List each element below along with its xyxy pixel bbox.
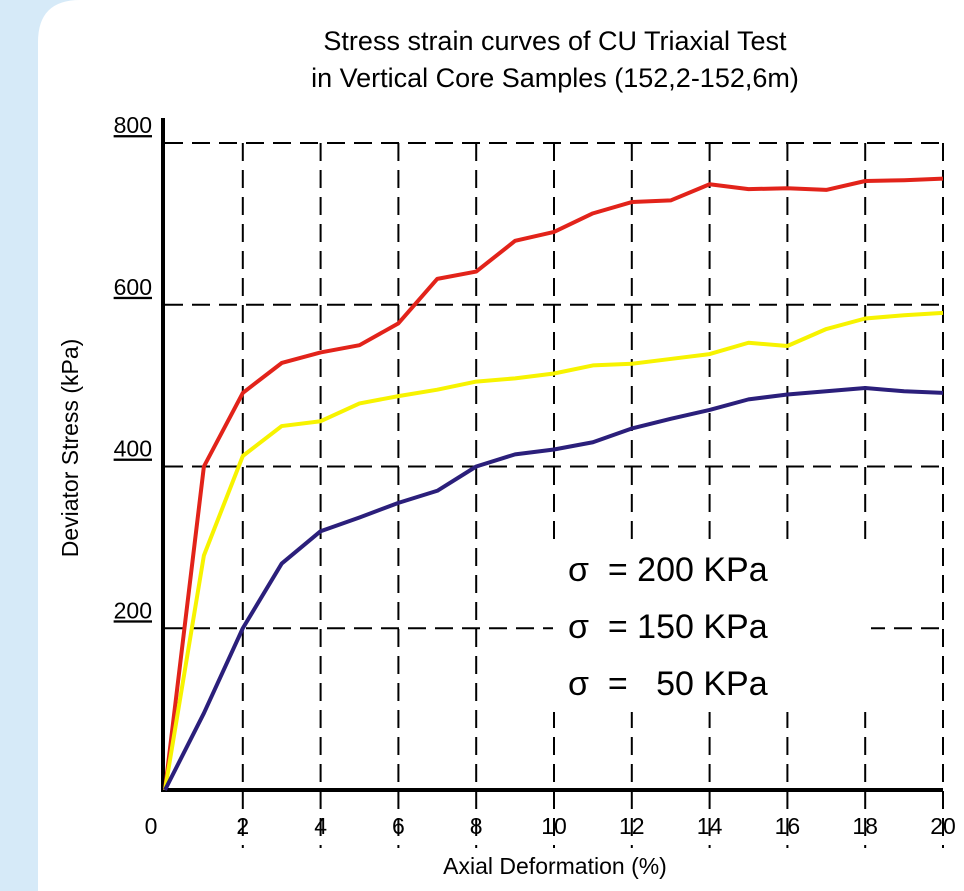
- x-axis-label: Axial Deformation (%): [443, 853, 667, 879]
- chart-title: Stress strain curves of CU Triaxial Test: [323, 26, 787, 56]
- panel: [38, 0, 964, 891]
- y-tick-label: 200: [114, 597, 152, 623]
- y-tick-label: 800: [114, 112, 152, 138]
- y-axis-label: Deviator Stress (kPa): [57, 339, 83, 558]
- y-tick-label: 600: [114, 274, 152, 300]
- legend-entry: σ = 150 KPa: [568, 608, 768, 646]
- legend-box: [553, 540, 871, 712]
- legend-entry: σ = 50 KPa: [568, 665, 768, 703]
- series-line: [163, 310, 944, 791]
- x-tick-label: 0: [145, 813, 158, 839]
- series-line: [163, 386, 944, 791]
- series-line: [163, 176, 944, 791]
- y-tick-label: 400: [114, 436, 152, 462]
- legend-entry: σ = 200 KPa: [568, 551, 768, 589]
- chart-subtitle: in Vertical Core Samples (152,2-152,6m): [311, 63, 799, 93]
